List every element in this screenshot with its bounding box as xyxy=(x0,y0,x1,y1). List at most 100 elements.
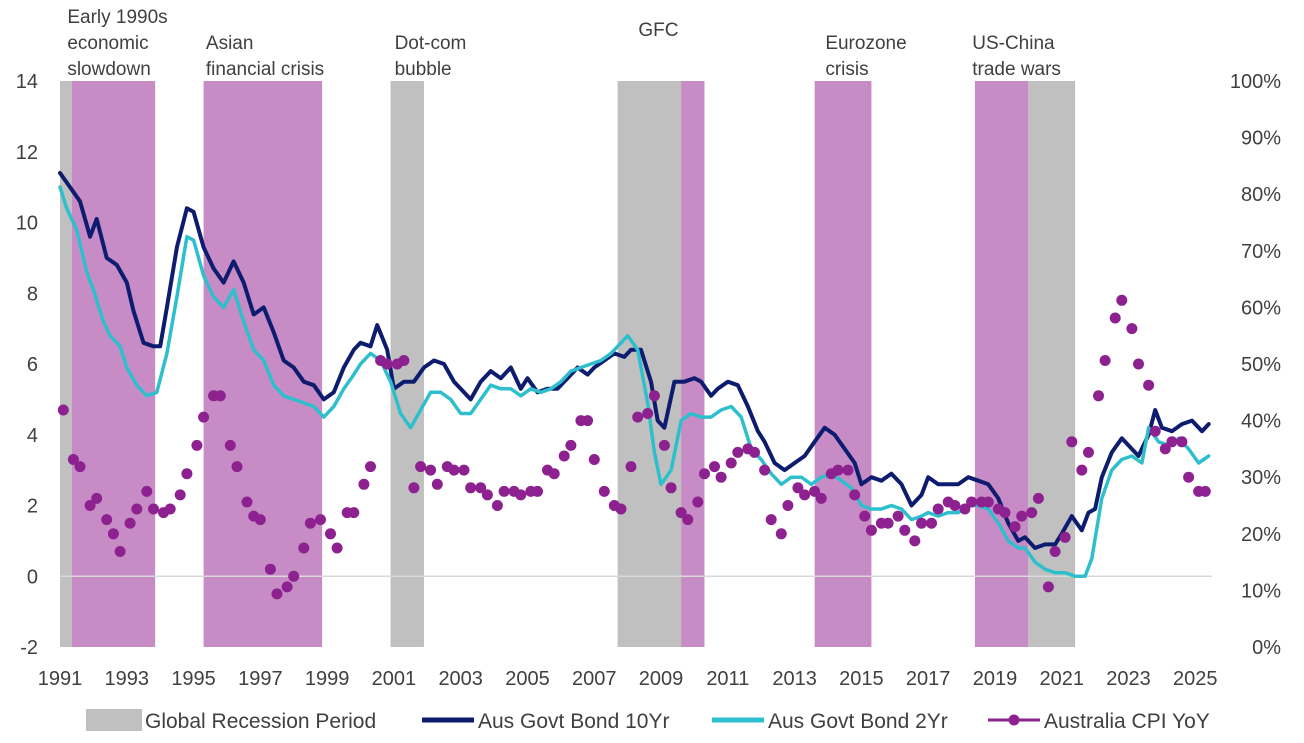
bond10-line xyxy=(58,171,1211,550)
cpi-point-1 xyxy=(67,454,79,465)
x-tick-label: 2023 xyxy=(1106,668,1151,690)
cpi-point-119 xyxy=(1049,546,1061,557)
y-left-tick-label: 12 xyxy=(16,142,38,164)
cpi-series xyxy=(57,294,1211,600)
cpi-point-99 xyxy=(882,517,894,529)
cpi-point-65 xyxy=(598,485,610,497)
x-tick-label: 2021 xyxy=(1039,668,1084,690)
cpi-point-63 xyxy=(582,415,594,427)
cpi-point-45 xyxy=(431,478,443,490)
cpi-point-7 xyxy=(114,546,126,557)
cpi-point-43 xyxy=(415,461,427,473)
y-right-tick-label: 0% xyxy=(1252,637,1281,659)
cpi-point-87 xyxy=(782,500,794,511)
cpi-point-90 xyxy=(809,485,821,497)
cpi-point-52 xyxy=(491,500,503,511)
cpi-point-134 xyxy=(1176,436,1188,448)
annotation-5-line-1: trade wars xyxy=(972,59,1061,80)
crisis-band-1 xyxy=(71,81,156,647)
legend-label-cpi: Australia CPI YoY xyxy=(1044,710,1210,733)
cpi-point-26 xyxy=(271,588,283,600)
cpi-point-91 xyxy=(815,492,827,504)
cpi-point-129 xyxy=(1133,358,1144,370)
cpi-point-6 xyxy=(107,528,119,540)
cpi-point-95 xyxy=(849,489,861,501)
crisis-band-5 xyxy=(681,81,705,647)
cpi-point-133 xyxy=(1166,436,1178,448)
cpi-point-55 xyxy=(515,489,527,501)
legend-swatch-recession xyxy=(86,709,142,731)
annotation-0-line-1: economic xyxy=(67,33,148,54)
cpi-point-28 xyxy=(288,570,300,582)
x-tick-label: 2011 xyxy=(706,668,749,690)
cpi-point-120 xyxy=(1059,531,1071,543)
cpi-point-57 xyxy=(532,485,543,497)
cpi-point-2 xyxy=(74,461,86,473)
cpi-point-50 xyxy=(475,482,487,494)
cpi-point-47 xyxy=(448,464,460,476)
cpi-point-37 xyxy=(365,461,376,473)
cpi-point-64 xyxy=(588,454,600,465)
cpi-point-97 xyxy=(865,524,877,536)
cpi-point-44 xyxy=(425,464,437,476)
legend: Global Recession Period Aus Govt Bond 10… xyxy=(86,709,1210,733)
x-tick-label: 2013 xyxy=(772,668,817,690)
y-right-tick-label: 80% xyxy=(1241,184,1281,206)
cpi-point-114 xyxy=(1009,521,1021,533)
cpi-point-69 xyxy=(632,411,644,423)
cpi-point-105 xyxy=(932,503,944,515)
x-tick-label: 2015 xyxy=(839,668,884,690)
annotation-4-line-1: crisis xyxy=(825,59,868,80)
cpi-point-86 xyxy=(775,528,787,540)
cpi-point-88 xyxy=(792,482,804,494)
cpi-point-125 xyxy=(1099,355,1111,366)
cpi-point-20 xyxy=(224,439,236,451)
cpi-point-30 xyxy=(304,517,316,529)
cpi-point-132 xyxy=(1159,443,1171,455)
legend-swatch-cpi-dot xyxy=(1008,714,1020,726)
cpi-point-109 xyxy=(966,496,978,508)
cpi-point-11 xyxy=(148,503,159,515)
cpi-point-113 xyxy=(999,507,1011,519)
cpi-point-118 xyxy=(1042,581,1054,593)
cpi-point-81 xyxy=(732,446,744,458)
cpi-point-8 xyxy=(124,517,136,529)
cpi-point-67 xyxy=(615,503,627,515)
axis-layer: -2 0 2 4 6 8 10 12 14 0% 10% 20% 30% 40% 50% 60% 70% 80% 9… xyxy=(16,71,1281,690)
annotation-2-line-0: Dot-com xyxy=(395,33,467,54)
cpi-point-77 xyxy=(699,468,710,480)
x-tick-label: 2025 xyxy=(1173,668,1218,690)
annotation-0-line-2: slowdown xyxy=(67,59,150,80)
cpi-point-84 xyxy=(759,464,771,476)
x-tick-label: 1991 xyxy=(38,668,83,690)
cpi-point-70 xyxy=(642,408,654,419)
y-left-tick-label: 0 xyxy=(27,566,38,588)
y-left-tick-label: 4 xyxy=(27,425,38,447)
cpi-point-48 xyxy=(458,464,470,476)
y-right-tick-label: 40% xyxy=(1241,411,1281,433)
cpi-point-108 xyxy=(959,503,971,515)
annotation-4-line-0: Eurozone xyxy=(825,33,906,54)
y-right-tick-label: 20% xyxy=(1241,524,1281,546)
cpi-point-15 xyxy=(181,468,193,480)
cpi-point-17 xyxy=(198,411,210,423)
cpi-point-24 xyxy=(254,514,266,526)
y-left-tick-label: 6 xyxy=(27,354,38,376)
cpi-point-137 xyxy=(1199,485,1211,497)
y-left-tick-label: 8 xyxy=(27,283,38,305)
cpi-point-83 xyxy=(749,446,760,458)
y-left-tick-label: -2 xyxy=(20,637,38,659)
cpi-point-111 xyxy=(982,496,994,508)
cpi-point-39 xyxy=(381,358,393,370)
cpi-point-49 xyxy=(465,482,477,494)
cpi-point-100 xyxy=(892,510,904,522)
shaded-periods xyxy=(60,81,1076,647)
cpi-point-0 xyxy=(57,404,69,416)
cpi-point-122 xyxy=(1076,464,1088,476)
cpi-point-14 xyxy=(174,489,186,501)
cpi-point-61 xyxy=(565,439,577,451)
cpi-point-22 xyxy=(241,496,253,508)
cpi-point-116 xyxy=(1026,507,1038,519)
y-right-tick-label: 90% xyxy=(1241,128,1281,150)
x-tick-label: 1995 xyxy=(171,668,216,690)
